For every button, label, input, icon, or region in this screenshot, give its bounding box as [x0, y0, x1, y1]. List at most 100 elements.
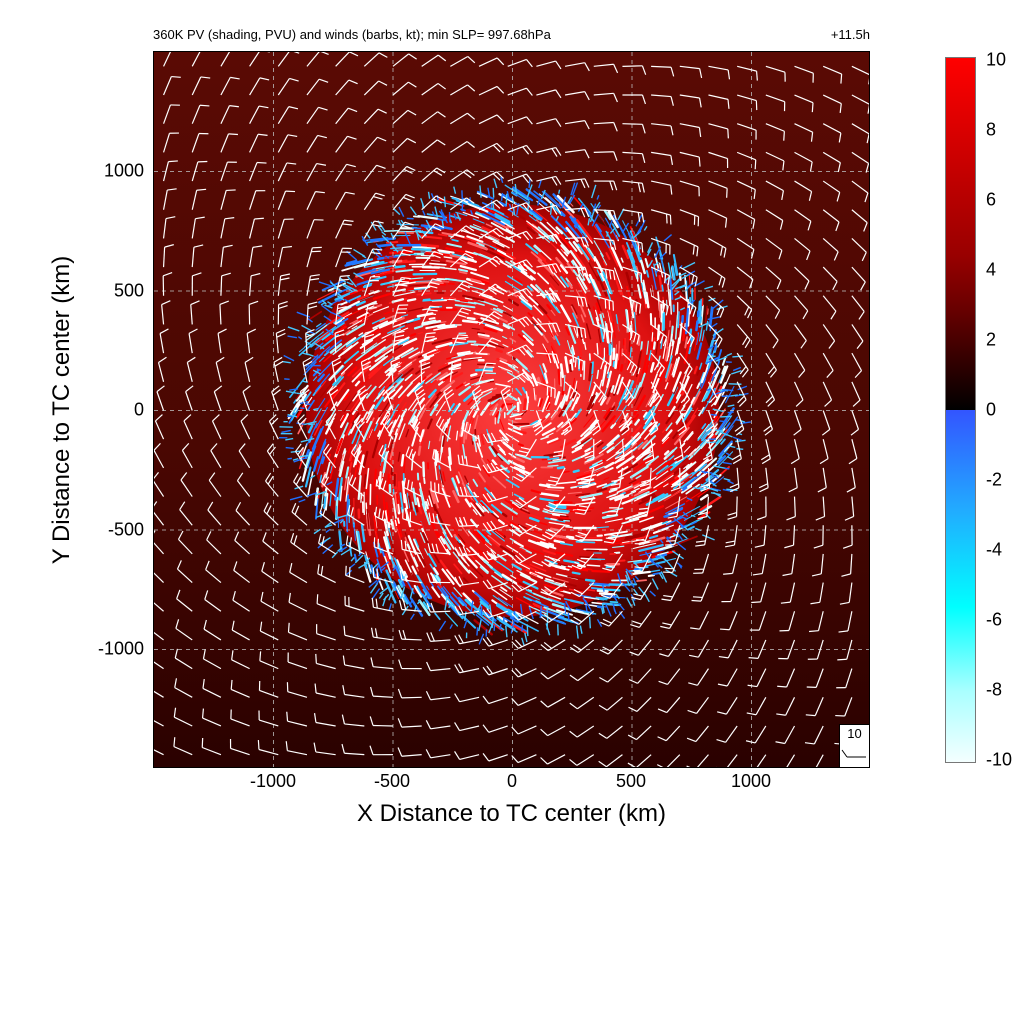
wind-barb [851, 209, 868, 232]
pv-streak [637, 284, 642, 299]
pv-streak [642, 453, 650, 460]
pv-streak [428, 495, 433, 508]
wind-barb [162, 132, 179, 153]
pv-streak [410, 248, 432, 252]
pv-streak [357, 348, 376, 363]
pv-streak [629, 346, 632, 358]
pv-streak [466, 547, 471, 553]
pv-edge-streak [293, 457, 306, 463]
pv-streak [530, 283, 541, 294]
wind-barb [651, 65, 675, 77]
wind-barb [507, 87, 533, 96]
pv-streak [620, 480, 640, 491]
pv-streak [360, 523, 366, 543]
pv-streak [502, 441, 513, 451]
wind-barb [851, 123, 869, 144]
pv-streak [475, 614, 490, 626]
wind-barb [546, 467, 566, 487]
pv-streak [683, 340, 691, 364]
pv-streak [382, 357, 395, 367]
pv-streak [710, 370, 720, 389]
pv-streak [673, 426, 690, 446]
wind-barb [511, 696, 537, 706]
pv-streak [523, 545, 545, 556]
pv-streak [614, 353, 619, 370]
pv-streak [685, 462, 693, 470]
pv-streak [548, 542, 555, 545]
pv-edge-streak [381, 566, 386, 572]
wind-barb [569, 725, 595, 738]
pv-streak [531, 373, 539, 387]
pv-streak [467, 413, 474, 431]
wind-barb [657, 696, 681, 714]
wind-barb [647, 410, 659, 436]
wind-barb [335, 52, 359, 67]
pv-streak [485, 484, 491, 490]
pv-edge-streak [567, 196, 573, 204]
pv-streak [724, 422, 731, 430]
pv-streak [516, 294, 532, 308]
wind-barb [679, 94, 702, 108]
pv-streak [633, 492, 653, 502]
colorbar-tick-label: -6 [986, 609, 1003, 630]
pv-streak [373, 515, 378, 532]
wind-barb [235, 501, 251, 526]
pv-streak [312, 376, 318, 382]
pv-streak [471, 418, 475, 426]
pv-streak [312, 385, 322, 397]
pv-streak [464, 598, 474, 608]
pv-streak [508, 298, 519, 307]
wind-barb [598, 725, 623, 739]
wind-barb [425, 749, 451, 759]
pv-streak [569, 608, 590, 616]
pv-streak [451, 354, 466, 359]
pv-streak [621, 518, 640, 525]
pv-streak [665, 496, 688, 509]
pv-streak [534, 209, 548, 222]
pv-streak [571, 442, 582, 449]
pv-streak [513, 426, 522, 431]
pv-streak [397, 381, 413, 399]
pv-edge-streak [470, 600, 474, 614]
wind-barb [425, 690, 451, 701]
pv-streak [680, 404, 686, 412]
pv-streak [383, 229, 400, 232]
pv-streak [632, 542, 657, 549]
wind-barb [202, 649, 222, 670]
wind-barb [426, 602, 451, 613]
pv-streak [570, 346, 575, 357]
pv-edge-streak [612, 603, 616, 612]
pv-streak [485, 539, 492, 546]
pv-streak [490, 221, 514, 235]
wind-barb [205, 560, 222, 584]
pv-streak [680, 474, 693, 484]
wind-barb [268, 414, 279, 440]
pv-edge-streak [679, 515, 687, 520]
pv-streak [559, 515, 569, 518]
pv-edge-streak [368, 579, 378, 588]
pv-streak [649, 391, 659, 407]
wind-barb [180, 472, 193, 497]
pv-streak [396, 316, 405, 322]
pv-streak [610, 385, 615, 393]
wind-barb [154, 442, 165, 469]
pv-edge-streak [369, 582, 379, 594]
pv-streak [424, 500, 429, 510]
wind-barb [705, 410, 716, 436]
pv-streak [360, 318, 369, 324]
wind-barb [372, 567, 394, 584]
pv-streak [426, 347, 447, 356]
wind-barb [258, 680, 279, 698]
pv-edge-streak [436, 194, 439, 201]
pv-edge-streak [448, 602, 454, 609]
pv-edge-streak [427, 191, 431, 199]
pv-streak [303, 361, 317, 376]
pv-streak [370, 328, 381, 336]
pv-streak [554, 565, 566, 571]
pv-streak [583, 611, 597, 615]
pv-streak [485, 223, 493, 228]
wind-barb [851, 94, 869, 114]
pv-streak [547, 486, 565, 489]
pv-streak [307, 310, 323, 322]
